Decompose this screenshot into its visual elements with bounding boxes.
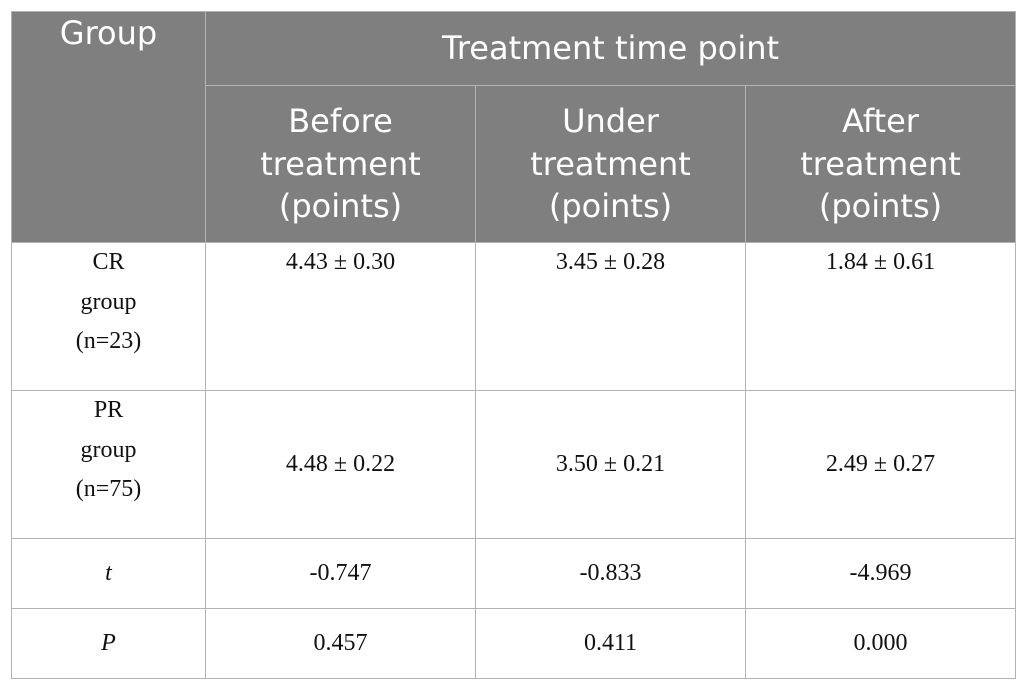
row-label-line: (n=75) (75, 476, 142, 503)
column-header-under: Under treatment (points) (475, 85, 746, 243)
cell-cr-before: 4.43 ± 0.30 (205, 242, 476, 391)
column-header-line: (points) (818, 187, 943, 226)
cell-p-under: 0.411 (475, 608, 746, 679)
cell-p-before: 0.457 (205, 608, 476, 679)
cell-t-after: -4.969 (744, 538, 1017, 609)
row-label-cr-group: CR group (n=23) (11, 242, 206, 391)
row-label-p: P (11, 608, 206, 679)
column-header-after: After treatment (points) (744, 85, 1017, 243)
table-row-pr-group: PR group (n=75) 4.48 ± 0.22 3.50 ± 0.21 … (11, 390, 1017, 539)
cell-pr-under: 3.50 ± 0.21 (475, 390, 746, 539)
cell-cr-after: 1.84 ± 0.61 (744, 242, 1017, 391)
row-label-line: PR (93, 397, 124, 423)
row-label-line: group (80, 436, 137, 463)
cell-t-under: -0.833 (475, 538, 746, 609)
row-label-line: group (80, 288, 137, 315)
cell-pr-after: 2.49 ± 0.27 (744, 390, 1017, 539)
column-header-before: Before treatment (points) (205, 85, 476, 243)
row-label-line: CR (92, 249, 125, 275)
column-header-line: Under (562, 102, 659, 141)
treatment-time-point-header: Treatment time point (204, 11, 1017, 86)
row-label-line: (n=23) (75, 328, 142, 355)
cell-cr-under: 3.45 ± 0.28 (475, 242, 746, 391)
column-header-line: treatment (800, 144, 961, 183)
cell-t-before: -0.747 (205, 538, 476, 609)
column-header-line: After (842, 102, 919, 141)
cell-pr-before: 4.48 ± 0.22 (205, 390, 476, 539)
column-header-line: treatment (260, 144, 421, 183)
results-table: Group Treatment time point Before treatm… (11, 11, 1017, 679)
table-row-cr-group: CR group (n=23) 4.43 ± 0.30 3.45 ± 0.28 … (11, 242, 1017, 391)
column-header-line: (points) (278, 187, 403, 226)
column-header-line: (points) (548, 187, 673, 226)
row-label-t: t (11, 538, 206, 609)
group-header: Group (11, 11, 206, 243)
column-header-line: Before (288, 102, 393, 141)
table-row-t-statistic: t -0.747 -0.833 -4.969 (11, 538, 1017, 609)
cell-p-after: 0.000 (744, 608, 1017, 679)
table-row-p-value: P 0.457 0.411 0.000 (11, 608, 1017, 679)
row-label-pr-group: PR group (n=75) (11, 390, 206, 539)
column-header-line: treatment (530, 144, 691, 183)
